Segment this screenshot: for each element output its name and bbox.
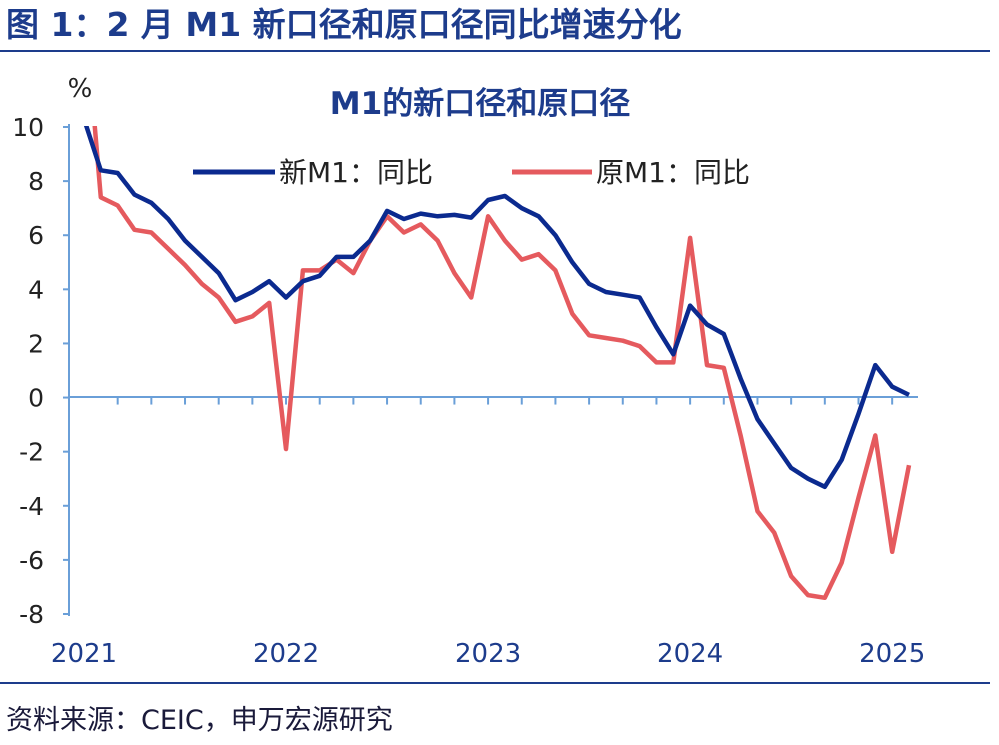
top-rule	[0, 50, 990, 52]
bottom-rule	[0, 682, 990, 684]
x-tick-label: 2021	[51, 639, 117, 669]
y-tick-label: 10	[12, 113, 44, 142]
y-tick-label: 0	[28, 384, 44, 413]
y-tick-label: -2	[19, 438, 44, 467]
figure-title: 图 1：2 月 M1 新口径和原口径同比增速分化	[6, 5, 682, 44]
legend-label-new-m1: 新M1：同比	[279, 156, 433, 189]
y-tick-label: -4	[19, 492, 44, 521]
y-tick-label: 4	[28, 275, 44, 304]
series-line-new-m1	[83, 126, 910, 490]
series-line-old-m1	[92, 126, 912, 601]
chart-title: M1的新口径和原口径	[330, 86, 630, 122]
y-tick-label: -8	[19, 600, 44, 629]
legend: 新M1：同比 原M1：同比	[193, 156, 750, 189]
y-tick-label: 2	[28, 329, 44, 358]
y-ticks: 10 8 6 4 2 0 -2 -4 -6 -8	[12, 113, 69, 629]
x-tick-label: 2022	[253, 639, 319, 669]
x-ticks: 2021 2022 2023 2024 2025	[51, 397, 925, 669]
x-tick-label: 2024	[657, 639, 723, 669]
source-note: 资料来源：CEIC，申万宏源研究	[6, 705, 393, 736]
y-tick-label: 6	[28, 221, 44, 250]
x-tick-label: 2023	[455, 639, 521, 669]
y-axis-unit: %	[68, 74, 93, 104]
x-tick-label: 2025	[859, 639, 925, 669]
y-tick-label: 8	[28, 167, 44, 196]
legend-label-old-m1: 原M1：同比	[596, 156, 750, 189]
y-tick-label: -6	[19, 546, 44, 575]
